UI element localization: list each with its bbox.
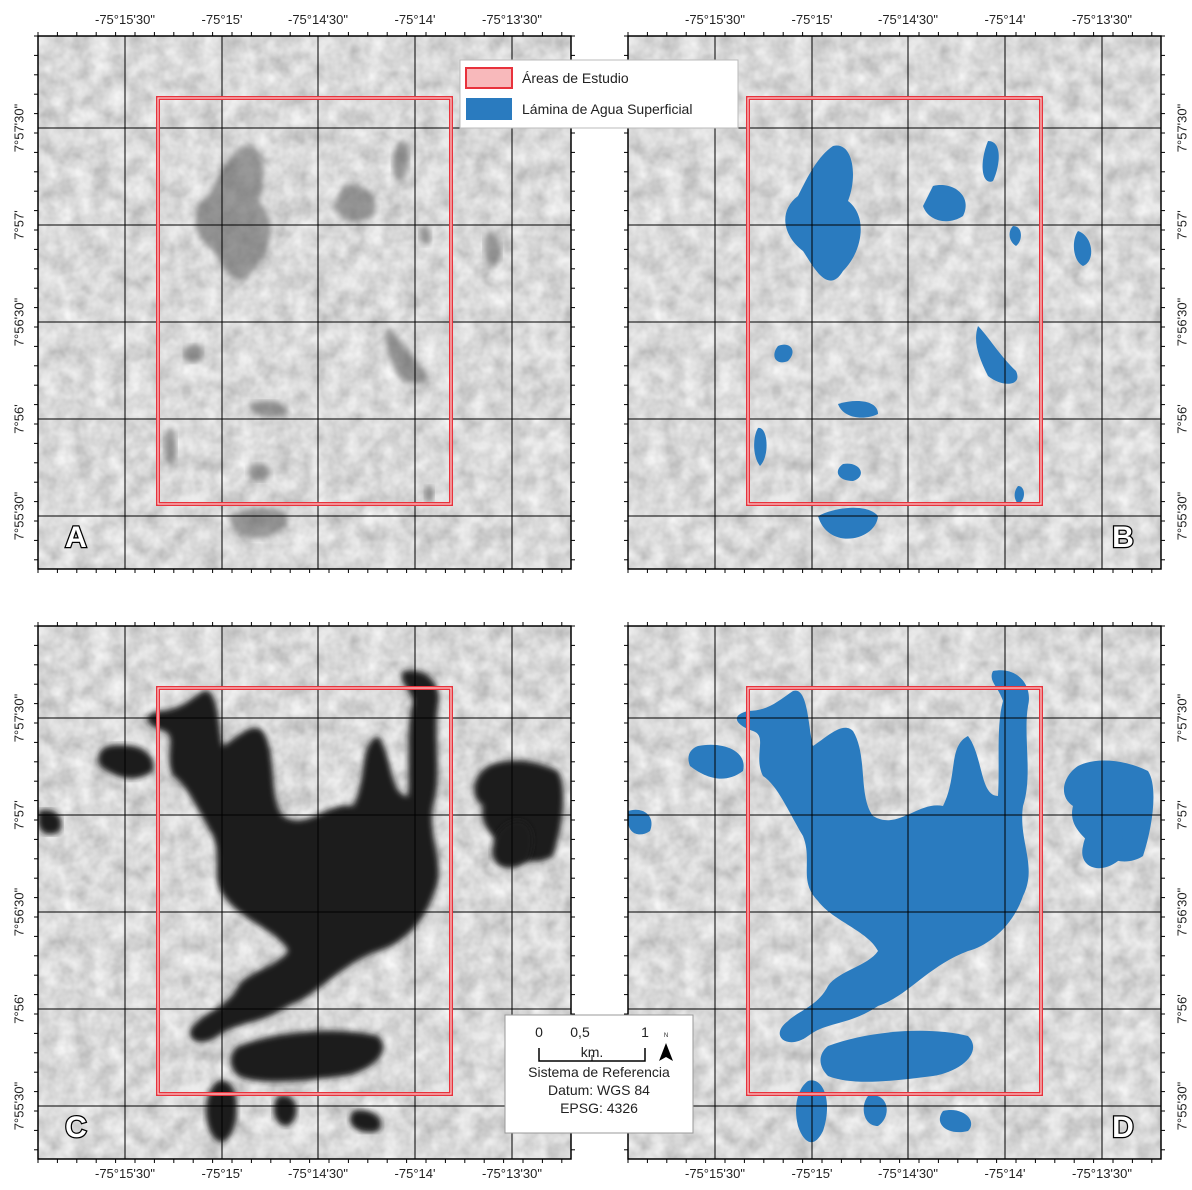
y-coordinate-label: 7°56' [11,404,26,433]
y-coordinate-label: 7°57' [11,800,26,829]
north-label: N [664,1033,668,1039]
x-coordinate-label: -75°14'30" [288,1166,348,1181]
map-panel: C -75°15'30" -75°15' -75°14'30" -75°14' -75°1… [11,622,575,1181]
x-coordinate-label: -75°13'30" [482,12,542,27]
x-coordinate-label: -75°14' [985,12,1026,27]
x-coordinate-label: -75°15' [792,1166,833,1181]
panel-content [628,626,1161,1159]
x-coordinate-label: -75°15'30" [95,1166,155,1181]
panel-content [38,626,571,1159]
figure: A -75°15'30" -75°15' -75°14'30" -75°14' -75°1… [0,0,1192,1190]
panel-letter: D [1112,1111,1134,1144]
x-coordinate-label: -75°13'30" [1072,12,1132,27]
reference-text: Sistema de Referencia [528,1064,670,1080]
scale-tick-label: 0 [535,1024,543,1040]
legend-label: Lámina de Agua Superficial [522,101,692,117]
x-coordinate-label: -75°13'30" [1072,1166,1132,1181]
scale-tick-label: 0,5 [570,1024,590,1040]
panel-letter: C [65,1111,87,1144]
y-coordinate-label: 7°55'30" [11,1081,26,1130]
y-coordinate-label: 7°56'30" [11,887,26,936]
y-coordinate-label: 7°55'30" [1174,491,1189,540]
x-coordinate-label: -75°14'30" [878,1166,938,1181]
scale-bar: 0 0,5 1 km. N Sistema de Referencia Datum: WGS… [505,1015,693,1133]
y-coordinate-label: 7°56' [11,994,26,1023]
x-coordinate-label: -75°15' [202,12,243,27]
x-coordinate-label: -75°14' [395,1166,436,1181]
y-coordinate-label: 7°57' [1174,800,1189,829]
y-coordinate-label: 7°57'30" [11,693,26,742]
y-coordinate-label: 7°57' [1174,210,1189,239]
x-coordinate-label: -75°15'30" [95,12,155,27]
x-coordinate-label: -75°15'30" [685,12,745,27]
y-coordinate-label: 7°56'30" [1174,297,1189,346]
reference-text: EPSG: 4326 [560,1100,638,1116]
y-coordinate-label: 7°56'30" [1174,887,1189,936]
legend: Áreas de Estudio Lámina de Agua Superfici… [460,60,738,128]
x-coordinate-label: -75°15' [202,1166,243,1181]
x-coordinate-label: -75°14'30" [878,12,938,27]
x-coordinate-label: -75°15'30" [685,1166,745,1181]
scale-unit: km. [581,1044,604,1060]
y-coordinate-label: 7°55'30" [1174,1081,1189,1130]
x-coordinate-label: -75°14' [985,1166,1026,1181]
y-coordinate-label: 7°56' [1174,994,1189,1023]
y-coordinate-label: 7°57' [11,210,26,239]
y-coordinate-label: 7°57'30" [1174,693,1189,742]
legend-label: Áreas de Estudio [522,70,629,86]
map-panel: D -75°15'30" -75°15' -75°14'30" -75°14' -75°1… [624,622,1189,1181]
x-coordinate-label: -75°14' [395,12,436,27]
y-coordinate-label: 7°57'30" [1174,103,1189,152]
panel-letter: A [65,521,87,554]
legend-swatch-study [466,68,512,88]
y-coordinate-label: 7°56'30" [11,297,26,346]
legend-swatch-water [466,98,512,120]
panel-letter: B [1112,521,1134,554]
x-coordinate-label: -75°14'30" [288,12,348,27]
y-coordinate-label: 7°56' [1174,404,1189,433]
scale-tick-label: 1 [641,1024,649,1040]
y-coordinate-label: 7°55'30" [11,491,26,540]
x-coordinate-label: -75°13'30" [482,1166,542,1181]
reference-text: Datum: WGS 84 [548,1082,650,1098]
y-coordinate-label: 7°57'30" [11,103,26,152]
x-coordinate-label: -75°15' [792,12,833,27]
